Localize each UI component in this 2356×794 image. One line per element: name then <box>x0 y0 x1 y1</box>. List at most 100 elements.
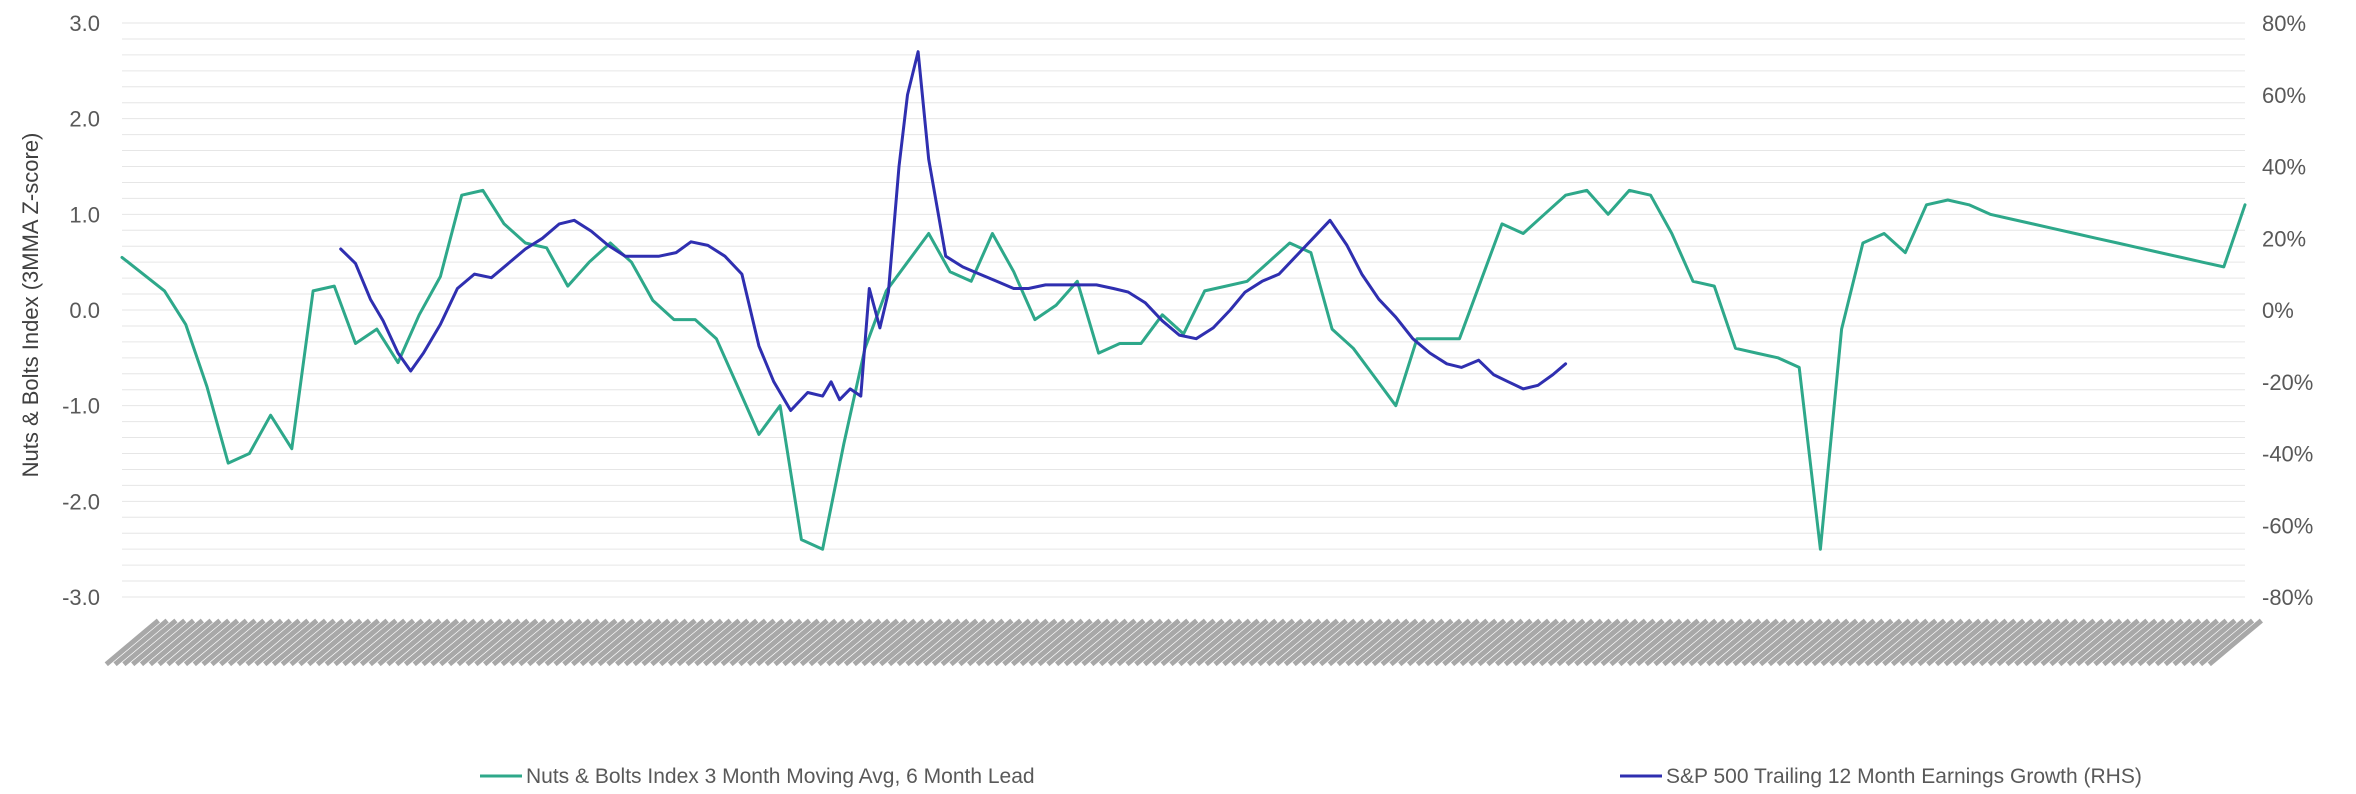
x-tick-label <box>843 618 900 667</box>
x-tick-label <box>1362 618 1419 667</box>
x-tick-label <box>1195 618 1252 667</box>
x-tick-label <box>1468 618 1524 667</box>
x-tick-label <box>1415 618 1472 667</box>
x-tick-label <box>315 618 372 667</box>
x-tick-label <box>236 618 292 667</box>
x-tick-label <box>1635 618 1692 667</box>
legend-label-sp500: S&P 500 Trailing 12 Month Earnings Growt… <box>1666 765 2142 788</box>
right-y-tick-label: 40% <box>2262 155 2306 180</box>
x-tick-label <box>403 618 460 667</box>
x-tick-label <box>1706 618 1762 667</box>
right-y-tick-label: 20% <box>2262 226 2306 251</box>
x-tick-label <box>852 618 908 667</box>
x-tick-label <box>456 618 512 667</box>
series-line-nuts-bolts <box>120 188 2247 551</box>
x-tick-label <box>157 618 213 667</box>
x-tick-label <box>931 618 988 667</box>
x-tick-label <box>2040 618 2096 667</box>
x-tick-label <box>1398 618 1454 667</box>
x-tick-label <box>729 618 785 667</box>
x-tick-label <box>1494 618 1551 667</box>
x-tick-label <box>1723 618 1780 667</box>
left-y-axis-title: Nuts & Bolts Index (3MMA Z-score) <box>18 133 43 478</box>
x-tick-label <box>2119 618 2175 667</box>
x-tick-label <box>1151 618 1208 667</box>
x-tick-label <box>1574 618 1630 667</box>
x-tick-label <box>1970 618 2026 667</box>
x-tick-label <box>993 618 1049 667</box>
x-tick-label <box>183 618 240 667</box>
x-tick-label <box>562 618 618 667</box>
x-tick-label <box>817 618 873 667</box>
x-tick-label <box>1442 618 1498 667</box>
left-y-tick-label: -2.0 <box>62 489 100 514</box>
x-tick-label <box>2207 618 2263 667</box>
x-axis-tick-labels <box>104 618 2263 667</box>
x-tick-label <box>2181 618 2237 667</box>
x-tick-label <box>694 618 750 667</box>
x-tick-label <box>1389 618 1445 667</box>
x-tick-label <box>518 618 574 667</box>
x-tick-label <box>1503 618 1560 667</box>
x-tick-label <box>474 618 530 667</box>
x-tick-label <box>1002 618 1058 667</box>
x-tick-label <box>1802 618 1859 667</box>
x-tick-label <box>1230 618 1287 667</box>
x-tick-label <box>1134 618 1190 667</box>
x-tick-label <box>1600 618 1656 667</box>
x-tick-label <box>808 618 864 667</box>
x-tick-label <box>1670 618 1727 667</box>
x-tick-label <box>755 618 812 667</box>
right-y-tick-label: -80% <box>2262 585 2313 610</box>
x-tick-label <box>2190 618 2246 667</box>
x-tick-label <box>878 618 935 667</box>
x-tick-label <box>1046 618 1102 667</box>
x-tick-label <box>1336 618 1392 667</box>
x-tick-label <box>1292 618 1348 667</box>
legend-label-nuts-bolts: Nuts & Bolts Index 3 Month Moving Avg, 6… <box>526 765 1035 788</box>
x-tick-label <box>1098 618 1155 667</box>
x-tick-label <box>1512 618 1568 667</box>
right-y-tick-label: 80% <box>2262 11 2306 36</box>
x-tick-label <box>210 618 266 667</box>
x-tick-label <box>703 618 759 667</box>
x-tick-label <box>1345 618 1401 667</box>
x-tick-label <box>1406 618 1463 667</box>
x-tick-label <box>2102 618 2158 667</box>
x-tick-label <box>342 618 398 667</box>
x-tick-label <box>1486 618 1542 667</box>
x-tick-label <box>764 618 820 667</box>
x-tick-label <box>1459 618 1516 667</box>
x-tick-label <box>579 618 636 667</box>
x-tick-label <box>395 618 451 667</box>
x-tick-label <box>447 618 504 667</box>
x-tick-label <box>905 618 961 667</box>
x-tick-label <box>1239 618 1296 667</box>
x-tick-label <box>1811 618 1868 667</box>
x-tick-label <box>615 618 671 667</box>
x-tick-label <box>1846 618 1903 667</box>
x-tick-label <box>1714 618 1771 667</box>
x-tick-label <box>597 618 653 667</box>
x-tick-label <box>333 618 389 667</box>
x-tick-label <box>1538 618 1595 667</box>
x-tick-label <box>1794 618 1850 667</box>
x-tick-label <box>1371 618 1428 667</box>
x-tick-label <box>1248 618 1304 667</box>
left-y-tick-label: 0.0 <box>69 298 100 323</box>
x-tick-label <box>201 618 257 667</box>
x-tick-label <box>298 618 354 667</box>
x-tick-label <box>2031 618 2087 667</box>
x-tick-label <box>2146 618 2202 667</box>
x-tick-label <box>439 618 495 667</box>
x-tick-label <box>1450 618 1507 667</box>
x-tick-label <box>368 618 424 667</box>
x-tick-label <box>386 618 442 667</box>
x-tick-label <box>834 618 891 667</box>
x-tick-label <box>412 618 468 667</box>
x-tick-label <box>324 618 380 667</box>
x-tick-label <box>1926 618 1982 667</box>
x-tick-label <box>1864 618 1920 667</box>
x-tick-label <box>1028 618 1084 667</box>
